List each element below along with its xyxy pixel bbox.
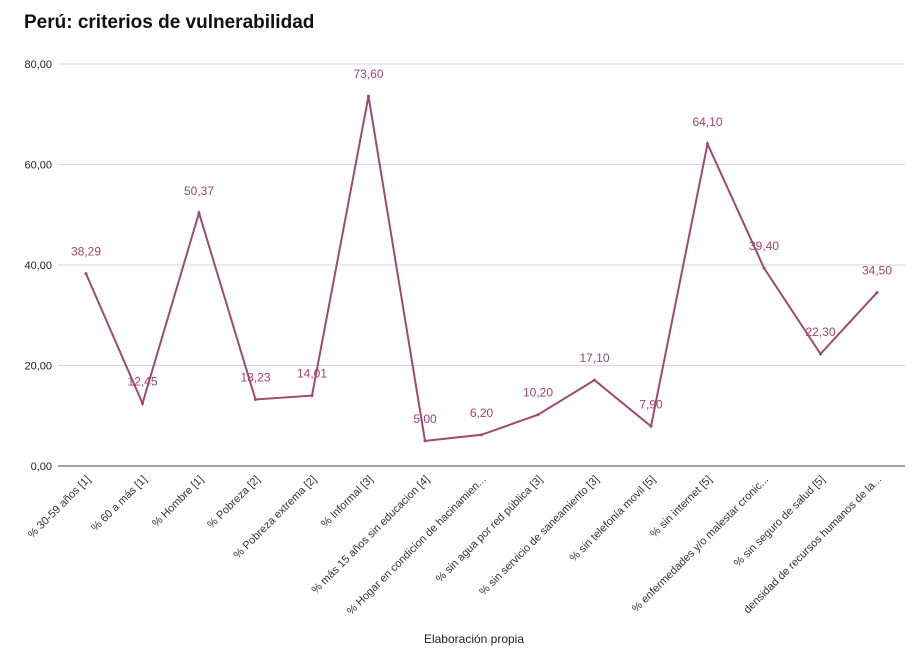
x-tick-label: % sin seguro de salud [5]: [732, 474, 828, 570]
y-tick-label: 20,00: [24, 361, 52, 373]
data-point: [84, 272, 88, 276]
data-point: [480, 433, 483, 437]
chart-title: Perú: criterios de vulnerabilidad: [24, 12, 315, 33]
data-label: 22,30: [805, 325, 835, 339]
x-tick-label: % 30-59 años [1]: [26, 474, 93, 541]
data-label: 5,00: [413, 412, 437, 426]
y-tick-label: 40,00: [24, 260, 52, 272]
data-point: [141, 401, 144, 405]
data-point: [762, 266, 766, 270]
series-line: [85, 96, 878, 442]
data-labels: 38,29 12,45 50,37 13,23 14,01 73,60 5,00 6,20 10…: [71, 67, 892, 426]
data-point: [593, 378, 596, 382]
data-point: [197, 211, 201, 215]
data-point: [875, 291, 879, 295]
y-tick-label: 80,00: [24, 59, 52, 71]
data-point: [423, 439, 427, 443]
x-tick-label: % sin agua por red pública [3]: [434, 474, 545, 585]
data-label: 13,23: [240, 371, 270, 385]
x-tick-label: % más 15 años sin educacion [4]: [309, 474, 432, 597]
data-label: 64,10: [692, 115, 722, 129]
data-point: [649, 424, 653, 428]
data-label: 17,10: [579, 351, 609, 365]
data-point: [706, 142, 709, 146]
data-label: 39,40: [749, 239, 779, 253]
x-tick-label: % Hombre [1]: [150, 474, 206, 530]
y-tick-label: 0,00: [31, 461, 52, 473]
y-axis-ticks: 0,00 20,00 40,00 60,00 80,00: [24, 59, 52, 473]
data-label: 6,20: [470, 406, 494, 420]
data-point: [819, 352, 822, 356]
data-point: [310, 394, 314, 398]
data-point: [367, 94, 370, 98]
data-label: 38,29: [71, 245, 101, 259]
data-label: 73,60: [353, 67, 383, 81]
data-label: 7,90: [639, 397, 663, 411]
series-line-group: [84, 94, 879, 443]
data-label: 14,01: [297, 367, 327, 381]
data-point: [536, 413, 540, 417]
data-point: [254, 398, 257, 402]
y-tick-label: 60,00: [24, 160, 52, 172]
x-axis-label: Elaboración propia: [424, 632, 524, 646]
x-tick-label: % sin servicio de saneamiento [3]: [477, 474, 601, 598]
x-tick-label: % Pobreza [2]: [205, 474, 262, 531]
x-tick-label: % sin internet [5]: [648, 474, 714, 540]
x-axis-ticks: % 30-59 años [1]% 60 a más [1]% Hombre […: [26, 474, 884, 618]
x-tick-label: % 60 a más [1]: [89, 474, 149, 534]
data-label: 12,45: [127, 374, 157, 388]
grid-lines: [58, 63, 905, 467]
data-label: 50,37: [184, 184, 214, 198]
data-label: 10,20: [523, 386, 553, 400]
data-label: 34,50: [862, 264, 892, 278]
x-tick-label: % Informal [3]: [319, 474, 375, 530]
